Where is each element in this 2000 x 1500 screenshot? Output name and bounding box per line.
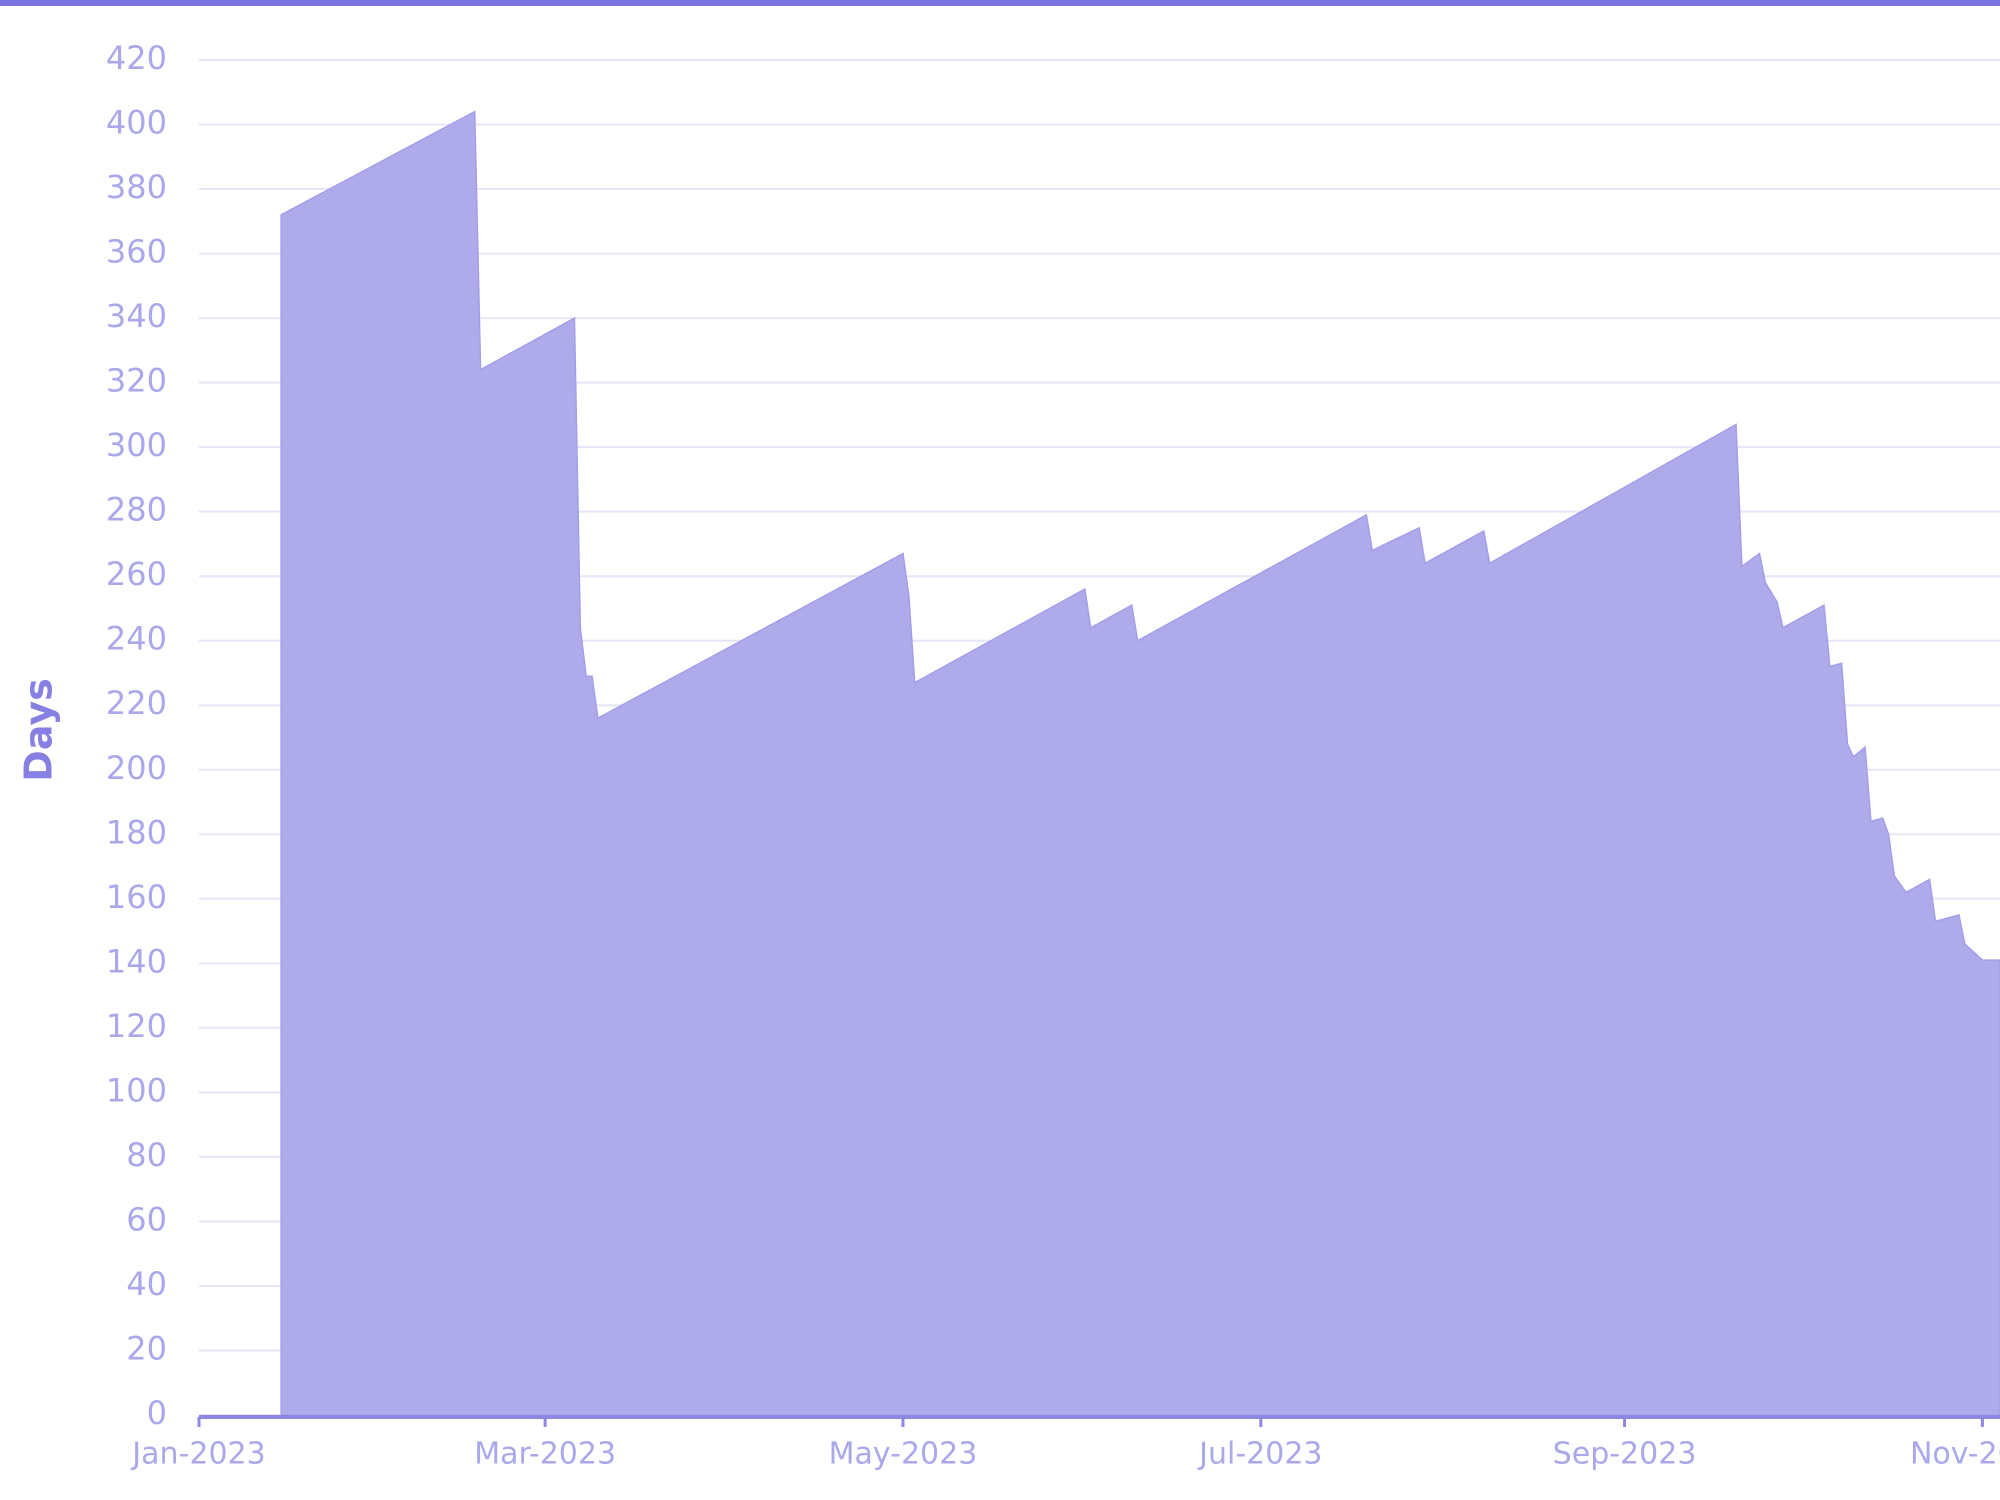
y-tick-label: 120 <box>106 1007 167 1045</box>
y-tick-label: 140 <box>106 942 167 980</box>
y-tick-label: 340 <box>106 297 167 335</box>
x-tick-label: Jul-2023 <box>1197 1437 1322 1472</box>
x-tick-label: Sep-2023 <box>1553 1437 1697 1472</box>
top-border <box>0 0 2000 6</box>
y-tick-label: 280 <box>106 491 167 529</box>
y-tick-label: 20 <box>126 1329 167 1367</box>
x-tick-label: Nov-2023 <box>1910 1437 2000 1472</box>
y-tick-label: 420 <box>106 39 167 77</box>
y-tick-label: 300 <box>106 426 167 464</box>
y-tick-label: 220 <box>106 684 167 722</box>
y-tick-label: 160 <box>106 878 167 916</box>
x-tick-label: Mar-2023 <box>474 1437 616 1472</box>
x-tick-label: Jan-2023 <box>130 1437 265 1472</box>
x-tick-label: May-2023 <box>829 1437 978 1472</box>
y-tick-label: 260 <box>106 555 167 593</box>
y-axis-label: Days <box>17 678 61 781</box>
y-tick-label: 40 <box>126 1265 167 1303</box>
y-tick-label: 180 <box>106 813 167 851</box>
y-tick-label: 380 <box>106 168 167 206</box>
y-tick-label: 400 <box>106 104 167 142</box>
y-tick-label: 200 <box>106 749 167 787</box>
area <box>280 110 2000 1416</box>
y-tick-label: 240 <box>106 620 167 658</box>
y-tick-label: 360 <box>106 233 167 271</box>
y-tick-label: 0 <box>147 1394 167 1432</box>
y-tick-label: 320 <box>106 362 167 400</box>
y-tick-label: 60 <box>126 1200 167 1238</box>
y-tick-label: 100 <box>106 1071 167 1109</box>
y-tick-label: 80 <box>126 1136 167 1174</box>
